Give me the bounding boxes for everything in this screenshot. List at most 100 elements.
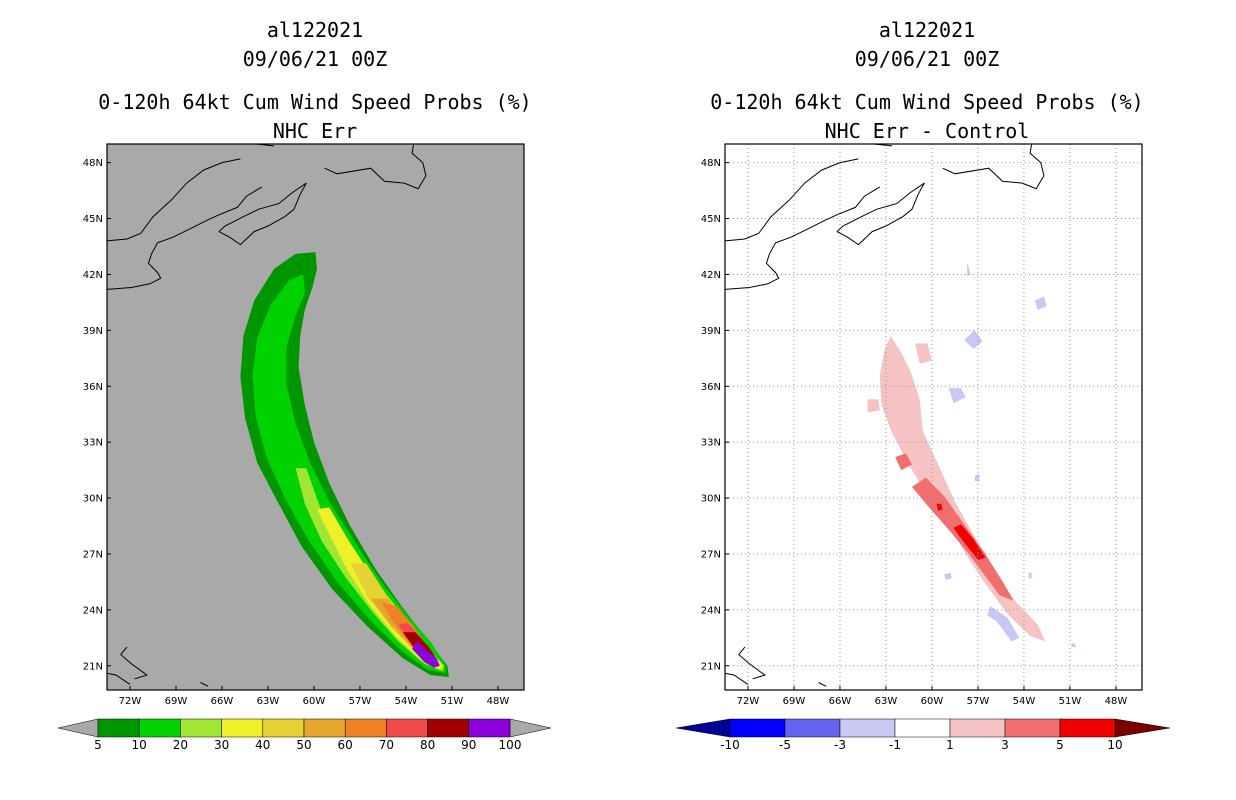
colorbar-swatch-4: [949, 718, 1006, 738]
difference-patch-12: [974, 473, 980, 482]
coastline-5: [738, 646, 767, 680]
x-tick-label: 48W: [487, 696, 510, 707]
coastline-0: [107, 186, 263, 290]
colorbar-swatch-6: [1059, 718, 1116, 738]
coastline-6: [725, 672, 749, 685]
colorbar-label: 40: [255, 738, 270, 752]
right-datetime: 09/06/21 00Z: [854, 47, 1000, 71]
difference-patch-0: [879, 335, 1046, 642]
y-tick-label: 30N: [83, 494, 103, 505]
colorbar-label: 90: [461, 738, 476, 752]
colorbar-swatch-1: [784, 718, 841, 738]
y-tick-label: 39N: [83, 326, 103, 337]
difference-patch-15: [1028, 572, 1032, 579]
y-tick-label: 24N: [83, 605, 103, 616]
colorbar-label: 10: [132, 738, 147, 752]
map-panel-2: 72W 69W 66W 63W 60W 57W 54W 51W 48W 48N 45N 42N 39N 3…: [701, 143, 1143, 707]
y-tick-label: 33N: [701, 438, 721, 449]
colorbar-swatch-4: [262, 718, 305, 738]
colorbar-swatch-7: [386, 718, 428, 738]
difference-patch-9: [948, 388, 966, 403]
map-background: [107, 144, 524, 690]
difference-patch-14: [1071, 643, 1077, 648]
swath-contour-9: [412, 641, 440, 668]
colorbar-swatch-6: [344, 718, 387, 738]
colorbar-label: 80: [420, 738, 435, 752]
x-tick-label: 60W: [303, 696, 326, 707]
map-frame: [106, 143, 525, 691]
colorbar-swatch-3: [894, 718, 951, 738]
coastlines: [725, 144, 1045, 687]
y-tick-label: 21N: [83, 661, 103, 672]
colorbar-label: 60: [338, 738, 353, 752]
colorbar-over-arrow: [509, 718, 552, 738]
colorbar-swatch-9: [468, 718, 511, 738]
x-tick-label: 57W: [967, 696, 990, 707]
y-tick-label: 24N: [701, 605, 721, 616]
x-tick-label: 54W: [395, 696, 418, 707]
colorbar-swatch-3: [221, 718, 264, 738]
x-tick-label: 57W: [349, 696, 372, 707]
left-title: 0-120h 64kt Cum Wind Speed Probs (%): [98, 90, 532, 114]
coastline-6: [107, 672, 131, 685]
difference-patch-6: [936, 503, 943, 512]
colorbar-label: 3: [1001, 738, 1009, 752]
colorbar-label: 5: [94, 738, 102, 752]
coastlines: [107, 144, 427, 687]
coastline-1: [725, 158, 859, 242]
colorbar-swatch-8: [427, 718, 470, 738]
x-tick-label: 72W: [119, 696, 142, 707]
difference-patch-13: [967, 263, 971, 277]
swath-contour-0: [240, 252, 449, 677]
x-tick-label: 48W: [1105, 696, 1128, 707]
coastline-7: [200, 682, 209, 687]
coastline-4: [246, 144, 275, 147]
difference-patch-11: [1034, 296, 1047, 310]
colorbar-1: 5 10 20 30 40 50 60 70 80 90 100: [57, 718, 552, 752]
coastline-4: [864, 144, 893, 147]
colorbar-label: 5: [1056, 738, 1064, 752]
x-tick-label: 63W: [257, 696, 280, 707]
coastline-1: [107, 158, 241, 242]
colorbar-label: 20: [173, 738, 188, 752]
y-tick-label: 36N: [83, 382, 103, 393]
map-background: [725, 144, 1142, 690]
x-tick-label: 51W: [441, 696, 464, 707]
coastline-3: [324, 144, 427, 190]
y-tick-label: 39N: [701, 326, 721, 337]
map-frame: [724, 143, 1143, 691]
coastline-2: [836, 182, 925, 246]
swath-contour-1: [252, 274, 446, 674]
x-tick-label: 66W: [829, 696, 852, 707]
colorbar-swatch-1: [138, 718, 181, 738]
colorbar-swatch-2: [180, 718, 222, 738]
colorbar-over-arrow: [1114, 718, 1171, 738]
x-tick-label: 51W: [1059, 696, 1082, 707]
y-tick-label: 42N: [83, 270, 103, 281]
colorbar-swatch-5: [303, 718, 346, 738]
colorbar-2: -10 -5 -3 -1 1 3 5 10: [675, 718, 1171, 752]
left-storm-id: al122021: [266, 18, 364, 42]
y-tick-label: 27N: [701, 549, 721, 560]
x-tick-label: 69W: [165, 696, 188, 707]
right-storm-id: al122021: [878, 18, 976, 42]
coastline-0: [725, 186, 881, 290]
left-panel-titles: al122021 09/06/21 00Z 0-120h 64kt Cum Wi…: [65, 16, 565, 146]
coastline-5: [120, 646, 149, 680]
colorbar-under-arrow: [57, 718, 99, 738]
difference-patch-2: [915, 343, 932, 364]
colorbar-label: 50: [296, 738, 311, 752]
x-tick-label: 72W: [737, 696, 760, 707]
colorbar-label: 70: [379, 738, 394, 752]
colorbar-label: 100: [499, 738, 522, 752]
difference-patch-10: [944, 572, 952, 581]
colorbar-label: -1: [889, 738, 901, 752]
difference-patch-4: [895, 453, 912, 471]
colorbar-label: -3: [834, 738, 846, 752]
colorbar-label: 1: [946, 738, 954, 752]
x-tick-label: 54W: [1013, 696, 1036, 707]
colorbar-under-arrow: [675, 718, 731, 738]
colorbar-label: 10: [1107, 738, 1122, 752]
right-title: 0-120h 64kt Cum Wind Speed Probs (%): [710, 90, 1144, 114]
